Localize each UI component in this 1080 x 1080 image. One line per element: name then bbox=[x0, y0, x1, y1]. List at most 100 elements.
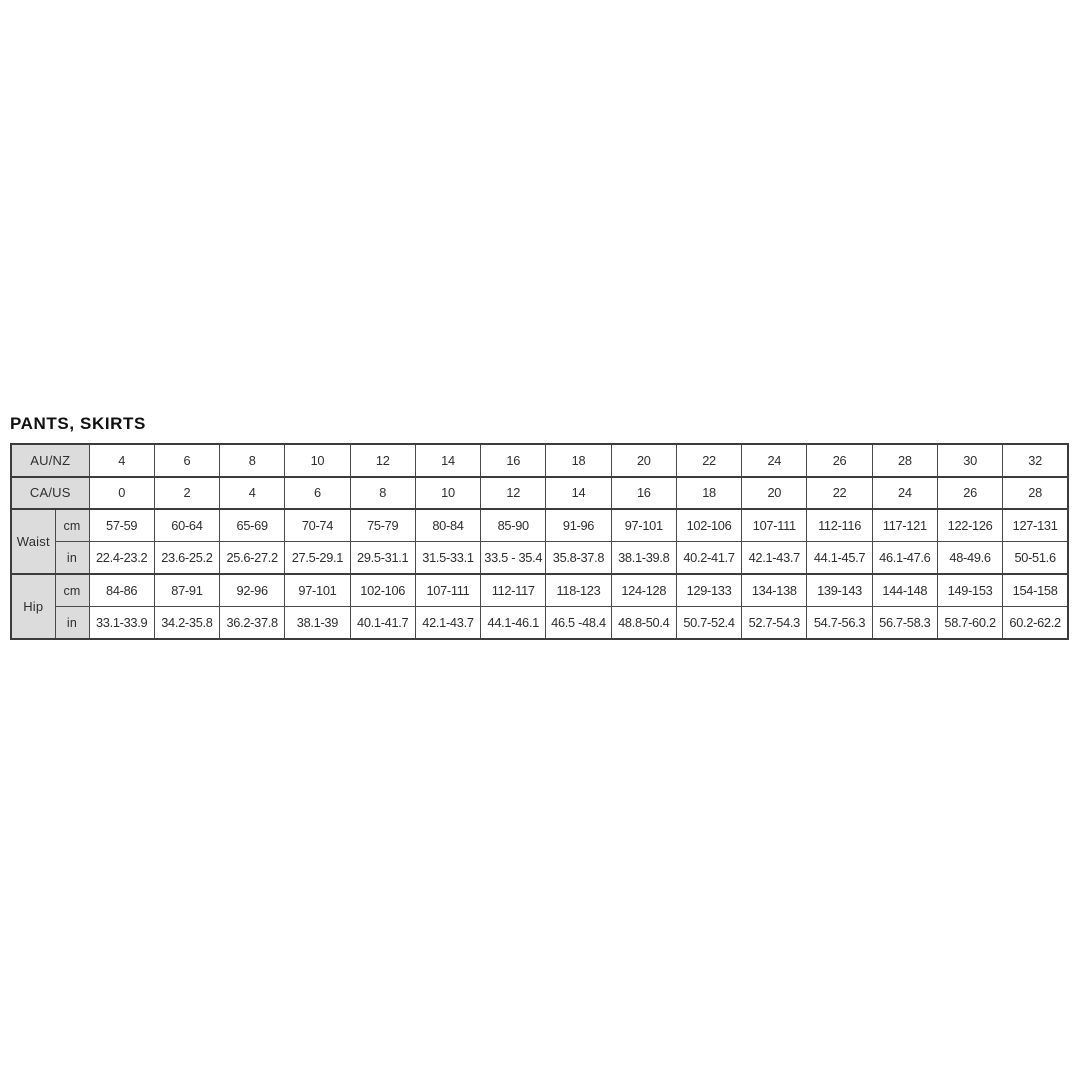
measurement-value-cell: 92-96 bbox=[219, 573, 286, 607]
measurement-value-cell: 139-143 bbox=[806, 573, 873, 607]
measurement-value-cell: 57-59 bbox=[88, 508, 155, 542]
measurement-value-cell: 60.2-62.2 bbox=[1002, 606, 1069, 640]
measurement-value-cell: 50-51.6 bbox=[1002, 541, 1069, 575]
size-value-cell: 26 bbox=[936, 475, 1004, 510]
size-value-cell: 20 bbox=[610, 443, 677, 477]
measurement-value-cell: 70-74 bbox=[284, 508, 351, 542]
measurement-value-cell: 50.7-52.4 bbox=[675, 606, 743, 640]
measurement-value-cell: 97-101 bbox=[284, 573, 351, 607]
size-value-cell: 14 bbox=[545, 475, 612, 510]
measurement-value-cell: 122-126 bbox=[936, 508, 1004, 542]
measurement-value-cell: 58.7-60.2 bbox=[936, 606, 1004, 640]
measurement-value-cell: 87-91 bbox=[153, 573, 221, 607]
measurement-value-cell: 56.7-58.3 bbox=[871, 606, 938, 640]
size-value-cell: 0 bbox=[88, 475, 155, 510]
measurement-value-cell: 112-116 bbox=[806, 508, 873, 542]
measurement-value-cell: 117-121 bbox=[871, 508, 938, 542]
row-waist-cm: Waist cm 57-59 60-64 65-69 70-74 75-79 8… bbox=[10, 508, 1069, 575]
size-value-cell: 24 bbox=[741, 443, 808, 477]
measurement-value-cell: 27.5-29.1 bbox=[284, 541, 351, 575]
row-waist-in: in 22.4-23.2 23.6-25.2 25.6-27.2 27.5-29… bbox=[11, 541, 1069, 575]
measurement-value-cell: 65-69 bbox=[219, 508, 286, 542]
measurement-value-cell: 33.1-33.9 bbox=[88, 606, 155, 640]
unit-label-cm: cm bbox=[54, 573, 90, 607]
measurement-value-cell: 102-106 bbox=[675, 508, 743, 542]
size-value-cell: 16 bbox=[480, 443, 547, 477]
measurement-value-cell: 107-111 bbox=[414, 573, 482, 607]
row-label-caus: CA/US bbox=[10, 475, 90, 510]
size-value-cell: 6 bbox=[153, 443, 221, 477]
measurement-value-cell: 44.1-46.1 bbox=[480, 606, 547, 640]
measurement-value-cell: 80-84 bbox=[414, 508, 482, 542]
size-value-cell: 16 bbox=[610, 475, 677, 510]
measurement-value-cell: 40.2-41.7 bbox=[675, 541, 743, 575]
measurement-value-cell: 144-148 bbox=[871, 573, 938, 607]
measurement-value-cell: 54.7-56.3 bbox=[806, 606, 873, 640]
measurement-value-cell: 97-101 bbox=[610, 508, 677, 542]
measurement-value-cell: 46.5 -48.4 bbox=[545, 606, 612, 640]
measurement-value-cell: 42.1-43.7 bbox=[414, 606, 482, 640]
measurement-value-cell: 118-123 bbox=[545, 573, 612, 607]
measurement-value-cell: 44.1-45.7 bbox=[806, 541, 873, 575]
measurement-value-cell: 22.4-23.2 bbox=[88, 541, 155, 575]
measurement-value-cell: 40.1-41.7 bbox=[349, 606, 416, 640]
size-value-cell: 12 bbox=[480, 475, 547, 510]
measurement-value-cell: 154-158 bbox=[1002, 573, 1069, 607]
measurement-value-cell: 42.1-43.7 bbox=[741, 541, 808, 575]
measurement-value-cell: 35.8-37.8 bbox=[545, 541, 612, 575]
size-value-cell: 32 bbox=[1002, 443, 1069, 477]
measurement-value-cell: 91-96 bbox=[545, 508, 612, 542]
row-hip-cm: Hip cm 84-86 87-91 92-96 97-101 102-106 … bbox=[10, 573, 1069, 640]
measurement-value-cell: 31.5-33.1 bbox=[414, 541, 482, 575]
size-value-cell: 10 bbox=[414, 475, 482, 510]
size-value-cell: 24 bbox=[871, 475, 938, 510]
measurement-value-cell: 102-106 bbox=[349, 573, 416, 607]
size-value-cell: 20 bbox=[741, 475, 808, 510]
measurement-value-cell: 38.1-39.8 bbox=[610, 541, 677, 575]
unit-label-in: in bbox=[54, 541, 90, 575]
measurement-value-cell: 107-111 bbox=[741, 508, 808, 542]
measurement-value-cell: 46.1-47.6 bbox=[871, 541, 938, 575]
size-value-cell: 26 bbox=[806, 443, 873, 477]
measurement-value-cell: 60-64 bbox=[153, 508, 221, 542]
size-value-cell: 8 bbox=[349, 475, 416, 510]
measurement-value-cell: 129-133 bbox=[675, 573, 743, 607]
measurement-value-cell: 124-128 bbox=[610, 573, 677, 607]
size-value-cell: 28 bbox=[1002, 475, 1069, 510]
page-title: PANTS, SKIRTS bbox=[10, 414, 146, 433]
row-caus: CA/US 0 2 4 6 8 10 12 14 16 18 20 22 24 … bbox=[10, 475, 1069, 510]
size-value-cell: 8 bbox=[219, 443, 286, 477]
row-label-aunz: AU/NZ bbox=[10, 443, 90, 477]
size-value-cell: 4 bbox=[219, 475, 286, 510]
unit-label-in: in bbox=[54, 606, 90, 640]
measurement-value-cell: 85-90 bbox=[480, 508, 547, 542]
size-value-cell: 6 bbox=[284, 475, 351, 510]
measurement-value-cell: 25.6-27.2 bbox=[219, 541, 286, 575]
measurement-value-cell: 48-49.6 bbox=[936, 541, 1004, 575]
size-value-cell: 14 bbox=[414, 443, 482, 477]
measurement-value-cell: 36.2-37.8 bbox=[219, 606, 286, 640]
measurement-value-cell: 84-86 bbox=[88, 573, 155, 607]
row-label-waist: Waist bbox=[10, 508, 56, 575]
size-value-cell: 28 bbox=[871, 443, 938, 477]
measurement-value-cell: 112-117 bbox=[480, 573, 547, 607]
measurement-value-cell: 38.1-39 bbox=[284, 606, 351, 640]
row-label-hip: Hip bbox=[10, 573, 56, 640]
measurement-value-cell: 33.5 - 35.4 bbox=[480, 541, 547, 575]
size-value-cell: 12 bbox=[349, 443, 416, 477]
row-aunz: AU/NZ 4 6 8 10 12 14 16 18 20 22 24 26 2… bbox=[10, 443, 1069, 477]
measurement-value-cell: 134-138 bbox=[741, 573, 808, 607]
measurement-value-cell: 149-153 bbox=[936, 573, 1004, 607]
size-value-cell: 22 bbox=[806, 475, 873, 510]
measurement-value-cell: 75-79 bbox=[349, 508, 416, 542]
measurement-value-cell: 29.5-31.1 bbox=[349, 541, 416, 575]
measurement-value-cell: 48.8-50.4 bbox=[610, 606, 677, 640]
measurement-value-cell: 52.7-54.3 bbox=[741, 606, 808, 640]
measurement-value-cell: 23.6-25.2 bbox=[153, 541, 221, 575]
row-hip-in: in 33.1-33.9 34.2-35.8 36.2-37.8 38.1-39… bbox=[11, 606, 1069, 640]
size-chart-table: AU/NZ 4 6 8 10 12 14 16 18 20 22 24 26 2… bbox=[10, 443, 1069, 640]
size-value-cell: 10 bbox=[284, 443, 351, 477]
size-value-cell: 2 bbox=[153, 475, 221, 510]
measurement-value-cell: 127-131 bbox=[1002, 508, 1069, 542]
size-value-cell: 18 bbox=[545, 443, 612, 477]
